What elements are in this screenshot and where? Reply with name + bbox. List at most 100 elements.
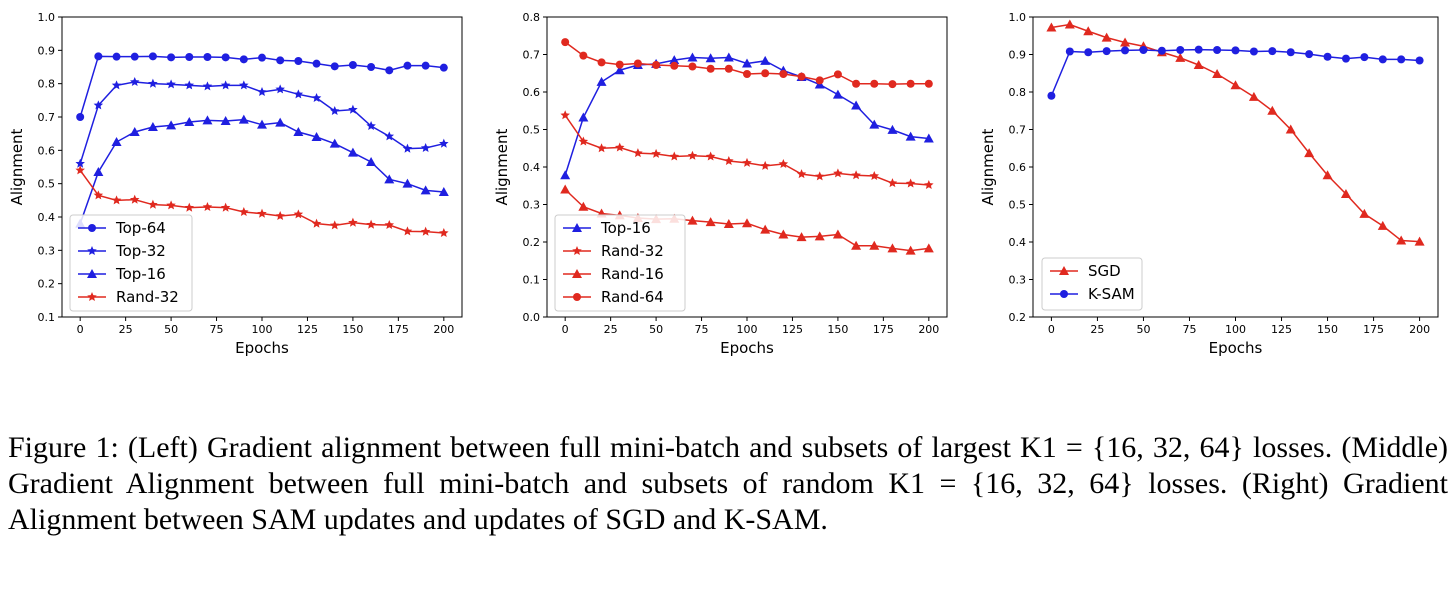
legend-label: SGD xyxy=(1088,262,1121,280)
data-point xyxy=(1267,105,1278,115)
data-point xyxy=(578,201,589,211)
x-tick-label: 0 xyxy=(562,323,569,336)
data-point xyxy=(330,62,339,71)
data-point xyxy=(1341,54,1350,63)
data-point xyxy=(111,137,122,146)
series-top-16 xyxy=(75,114,449,228)
data-point xyxy=(1084,48,1093,57)
data-point xyxy=(833,70,842,79)
data-point xyxy=(93,100,104,110)
data-point xyxy=(111,80,122,90)
y-tick-label: 0.3 xyxy=(38,244,56,257)
data-point xyxy=(870,79,879,88)
data-point xyxy=(687,52,698,62)
data-point xyxy=(148,52,157,61)
data-point xyxy=(560,170,571,180)
data-point xyxy=(420,226,431,236)
series-top-32 xyxy=(75,77,449,168)
y-tick-label: 0.6 xyxy=(523,86,541,99)
x-axis-label: Epochs xyxy=(1209,339,1263,357)
data-point xyxy=(239,207,249,217)
data-point xyxy=(651,148,661,158)
y-tick-label: 1.0 xyxy=(38,11,56,24)
data-point xyxy=(1157,46,1166,55)
legend-marker xyxy=(572,246,582,256)
x-tick-label: 100 xyxy=(1225,323,1246,336)
data-point xyxy=(760,160,770,170)
data-point xyxy=(184,80,195,90)
x-tick-label: 0 xyxy=(77,323,84,336)
data-point xyxy=(93,190,104,200)
data-point xyxy=(852,79,861,88)
data-point xyxy=(687,150,698,160)
data-point xyxy=(869,119,880,129)
data-point xyxy=(166,120,177,130)
data-point xyxy=(888,80,897,89)
data-point xyxy=(887,124,898,134)
figure: 0 25 50 75 100 125 150 175 200 0.1 0.2 0.3 0.4 0.5 0.6… xyxy=(8,11,1439,357)
data-point xyxy=(258,53,266,62)
data-point xyxy=(347,147,358,157)
y-tick-label: 1.0 xyxy=(1009,11,1027,24)
y-tick-label: 0.7 xyxy=(523,49,541,62)
data-point xyxy=(185,53,194,61)
data-point xyxy=(614,142,625,152)
y-tick-label: 0.3 xyxy=(523,199,541,212)
data-point xyxy=(312,59,321,68)
x-tick-label: 125 xyxy=(782,323,803,336)
series-rand-32 xyxy=(560,110,934,190)
charts-canvas: 0 25 50 75 100 125 150 175 200 0.1 0.2 0.3 0.4 0.5 0.6… xyxy=(8,11,1439,357)
data-point xyxy=(93,167,104,176)
data-point xyxy=(421,61,430,70)
legend-item: Rand-32 xyxy=(78,288,179,306)
data-point xyxy=(403,61,412,70)
legend: SGD K-SAM xyxy=(1041,257,1143,311)
data-point xyxy=(184,117,195,126)
data-point xyxy=(130,52,139,61)
x-tick-label: 175 xyxy=(873,323,894,336)
data-point xyxy=(723,219,734,228)
data-point xyxy=(596,143,607,153)
x-axis-label: Epochs xyxy=(235,339,289,357)
data-point xyxy=(669,151,680,161)
y-tick-label: 0.3 xyxy=(1009,274,1027,287)
data-point xyxy=(1212,69,1223,78)
data-point xyxy=(294,57,303,65)
x-axis-label: Epochs xyxy=(720,339,774,357)
data-point xyxy=(851,170,861,180)
data-point xyxy=(906,79,915,88)
data-point xyxy=(761,69,770,78)
legend-item: Top-64 xyxy=(78,219,166,237)
data-point xyxy=(402,226,413,236)
series-line xyxy=(79,55,444,118)
x-tick-label: 25 xyxy=(1090,323,1104,336)
data-point xyxy=(348,217,358,227)
data-point xyxy=(815,76,824,85)
data-point xyxy=(1377,220,1388,230)
data-point xyxy=(220,202,231,212)
y-tick-label: 0.5 xyxy=(523,124,541,137)
y-tick-label: 0.4 xyxy=(523,161,541,174)
y-tick-label: 0.2 xyxy=(523,236,541,249)
data-point xyxy=(1101,32,1112,42)
data-point xyxy=(597,58,606,67)
data-point xyxy=(203,53,212,61)
data-point xyxy=(796,232,807,242)
data-point xyxy=(167,53,176,62)
data-point xyxy=(742,58,752,68)
y-tick-label: 0.6 xyxy=(38,144,56,157)
data-point xyxy=(633,59,642,68)
data-point xyxy=(778,159,789,169)
data-point xyxy=(420,143,431,153)
data-point xyxy=(924,180,934,190)
data-point xyxy=(202,115,213,125)
x-tick-label: 125 xyxy=(297,323,318,336)
data-point xyxy=(402,178,413,188)
data-point xyxy=(670,61,679,70)
legend-label: Rand-32 xyxy=(601,242,664,260)
data-point xyxy=(869,171,880,181)
legend-label: K-SAM xyxy=(1088,285,1135,303)
data-point xyxy=(348,61,357,69)
legend-item: K-SAM xyxy=(1050,285,1135,303)
series-k-sam xyxy=(1047,45,1424,100)
